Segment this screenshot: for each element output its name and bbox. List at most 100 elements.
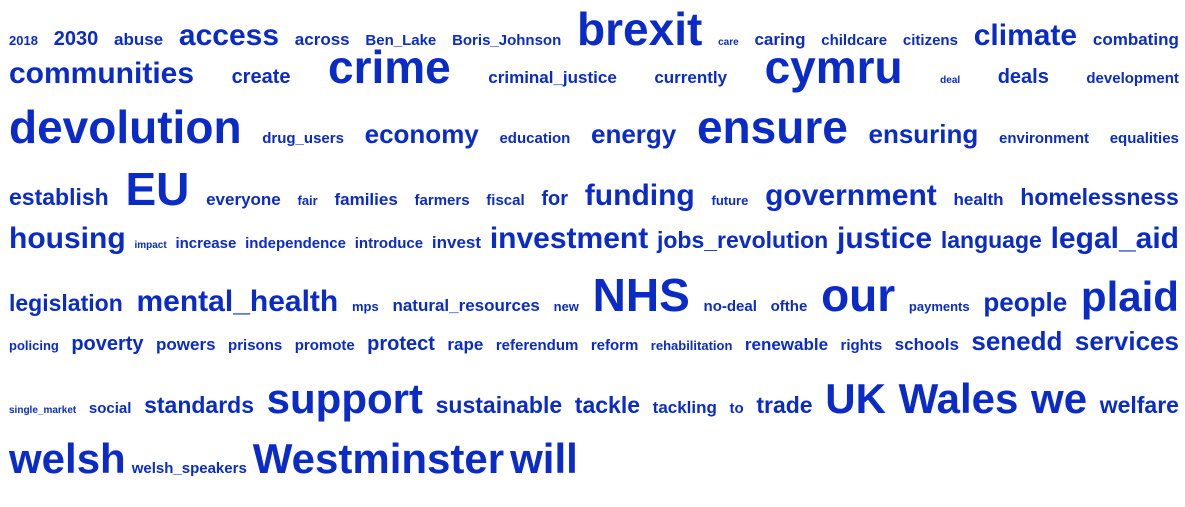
cloud-row-3: devolution drug_users economy education ener… [9, 104, 1179, 166]
cloud-word: criminal_justice [488, 68, 617, 87]
cloud-word: welsh_speakers [131, 460, 247, 477]
cloud-word: policing [9, 338, 59, 353]
cloud-word: standards [144, 392, 255, 418]
cloud-word: fair [297, 193, 318, 208]
cloud-word: environment [998, 130, 1089, 147]
cloud-word: EU [125, 163, 190, 215]
cloud-word: rehabilitation [650, 338, 733, 353]
cloud-word: rape [447, 335, 484, 354]
cloud-word: payments [908, 299, 970, 314]
cloud-word: ensure [696, 101, 848, 153]
cloud-word: currently [654, 68, 728, 87]
cloud-row-5: housing impact increase independence introdu… [9, 224, 1179, 272]
cloud-word: referendum [495, 337, 579, 354]
cloud-word: senedd [971, 326, 1063, 356]
cloud-word: Ben_Lake [365, 32, 437, 49]
cloud-word: development [1086, 70, 1179, 87]
cloud-word: brexit [577, 3, 703, 55]
cloud-word: invest [431, 233, 482, 252]
cloud-word: social [88, 400, 132, 417]
cloud-word: housing [9, 222, 126, 255]
cloud-word: funding [584, 179, 695, 212]
cloud-word: care [718, 37, 739, 48]
cloud-word: legislation [9, 290, 123, 316]
cloud-word: prisons [228, 337, 283, 354]
cloud-word: cymru [764, 41, 903, 93]
cloud-word: powers [156, 335, 216, 354]
cloud-word: to [729, 400, 744, 417]
cloud-word: ensuring [868, 119, 979, 149]
cloud-word: people [983, 287, 1068, 317]
cloud-row-8: single_market social standards support susta… [9, 378, 1179, 438]
cloud-word: tackling [652, 398, 717, 417]
cloud-word: abuse [113, 30, 164, 49]
cloud-word: homelessness [1020, 184, 1179, 210]
cloud-row-1: 2018 2030 abuse access across Ben_Lake Boris_J… [9, 6, 1179, 52]
cloud-word: natural_resources [392, 296, 540, 315]
cloud-word: language [940, 227, 1042, 253]
cloud-word: welfare [1099, 392, 1179, 418]
cloud-word: deals [997, 66, 1049, 88]
cloud-word: education [499, 130, 571, 147]
cloud-row-4: establish EU everyone fair families farmers fi… [9, 166, 1179, 224]
cloud-word: create [231, 66, 291, 88]
cloud-word: across [294, 30, 350, 49]
cloud-word: we [1031, 375, 1088, 422]
cloud-word: communities [9, 57, 195, 90]
cloud-word: will [510, 435, 578, 482]
cloud-word: Boris_Johnson [452, 32, 562, 49]
cloud-word: no-deal [703, 298, 757, 315]
cloud-word: farmers [414, 192, 470, 209]
cloud-word: equalities [1109, 130, 1179, 147]
cloud-word: support [266, 375, 423, 422]
cloud-word: combating [1092, 30, 1179, 49]
cloud-row-2: communities create crime criminal_justice cu… [9, 44, 1179, 104]
cloud-word: reform [590, 337, 639, 354]
cloud-word: our [821, 269, 896, 321]
cloud-word: health [953, 190, 1004, 209]
cloud-word: drug_users [262, 130, 344, 147]
cloud-word: energy [591, 119, 677, 149]
cloud-word: schools [894, 335, 959, 354]
cloud-word: protect [367, 333, 435, 355]
cloud-word: mental_health [136, 285, 339, 318]
cloud-word: increase [175, 235, 237, 252]
cloud-row-6: legislation mental_health mps natural_resou… [9, 272, 1179, 328]
cloud-word: deal [940, 75, 961, 86]
cloud-word: everyone [206, 190, 281, 209]
cloud-word: Wales [898, 375, 1019, 422]
cloud-word: introduce [354, 235, 424, 252]
cloud-word: trade [756, 392, 813, 418]
cloud-word: climate [973, 19, 1078, 52]
cloud-word: mps [351, 299, 379, 314]
cloud-word: single_market [9, 405, 77, 416]
cloud-word: economy [364, 119, 479, 149]
cloud-word: future [711, 193, 749, 208]
cloud-word: UK [825, 375, 886, 422]
cloud-word: ofthe [770, 298, 808, 315]
cloud-word: 2030 [53, 28, 99, 50]
cloud-word: justice [837, 222, 933, 255]
cloud-word: rights [840, 337, 883, 354]
cloud-word: independence [245, 235, 346, 252]
cloud-word: access [178, 19, 280, 52]
cloud-word: legal_aid [1050, 222, 1179, 255]
cloud-word: 2018 [9, 33, 38, 48]
cloud-word: promote [294, 337, 355, 354]
cloud-row-9: welsh welsh_speakers Westminster will [9, 438, 1179, 494]
cloud-word: for [541, 188, 569, 210]
cloud-word: sustainable [435, 392, 563, 418]
cloud-word: jobs_revolution [656, 227, 829, 253]
cloud-row-7: policing poverty powers prisons promote prote… [9, 328, 1179, 378]
cloud-word: devolution [9, 101, 242, 153]
cloud-word: crime [328, 41, 451, 93]
cloud-word: government [765, 179, 937, 212]
cloud-word: families [334, 190, 398, 209]
cloud-word: Westminster [252, 435, 505, 482]
cloud-word: impact [134, 240, 167, 251]
cloud-word: renewable [744, 335, 829, 354]
cloud-word: tackle [574, 392, 641, 418]
cloud-word: investment [489, 222, 649, 255]
cloud-word: childcare [821, 32, 888, 49]
